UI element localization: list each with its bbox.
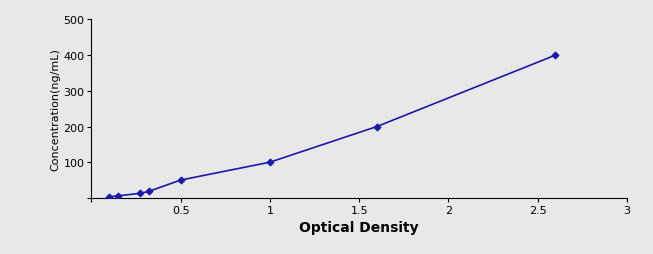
X-axis label: Optical Density: Optical Density bbox=[299, 220, 419, 234]
Y-axis label: Concentration(ng/mL): Concentration(ng/mL) bbox=[50, 48, 61, 170]
